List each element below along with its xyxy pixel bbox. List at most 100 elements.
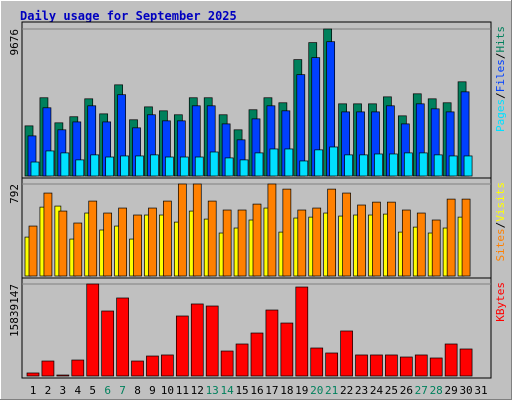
x-tick-label: 15	[235, 384, 248, 397]
bar	[374, 153, 383, 177]
bar	[340, 330, 353, 377]
bar	[235, 343, 249, 377]
bar	[252, 203, 262, 277]
bar	[446, 198, 456, 277]
bar	[88, 200, 98, 277]
x-tick-label: 4	[74, 384, 81, 397]
x-tick-label: 28	[430, 384, 443, 397]
x-tick-label: 29	[445, 384, 458, 397]
bar	[120, 155, 129, 177]
x-tick-label: 7	[119, 384, 126, 397]
x-tick-label: 31	[474, 384, 487, 397]
x-tick-label: 5	[89, 384, 96, 397]
bar	[41, 360, 55, 377]
x-tick-label: 26	[400, 384, 413, 397]
x-tick-label: 8	[134, 384, 141, 397]
chart-title: Daily usage for September 2025	[20, 9, 237, 23]
bar	[327, 188, 337, 277]
bar	[60, 152, 70, 177]
bar	[463, 155, 473, 177]
bar	[192, 183, 202, 277]
bar	[207, 200, 217, 277]
bar	[239, 159, 249, 177]
bar	[237, 209, 247, 277]
x-tick-label: 20	[310, 384, 323, 397]
legend: Pages/Files/Hits	[494, 26, 507, 132]
bar	[310, 347, 324, 377]
bar	[194, 156, 204, 177]
bar	[314, 149, 324, 177]
bar	[250, 332, 264, 377]
bar	[342, 192, 351, 277]
bar	[165, 156, 174, 177]
legend-separator: /	[494, 222, 507, 229]
bar	[459, 348, 473, 377]
bar	[280, 322, 294, 377]
bar	[359, 154, 368, 177]
bar	[403, 152, 413, 177]
bar	[401, 209, 411, 277]
bar	[433, 154, 443, 177]
bar	[414, 354, 428, 377]
bar	[73, 222, 83, 277]
bar	[431, 219, 441, 277]
x-tick-label: 23	[355, 384, 368, 397]
bar	[146, 355, 159, 377]
legend-entry: KBytes	[494, 282, 507, 322]
bar	[133, 214, 142, 277]
bar	[220, 350, 234, 377]
bar	[224, 157, 234, 177]
bar	[43, 192, 53, 277]
bar	[444, 343, 458, 377]
bar	[179, 156, 189, 177]
bar	[28, 225, 38, 277]
bar	[101, 310, 115, 377]
bar	[131, 360, 144, 377]
bar	[295, 286, 309, 377]
bar	[267, 183, 277, 277]
x-tick-label: 13	[206, 384, 219, 397]
x-tick-label: 12	[191, 384, 204, 397]
bar	[325, 352, 339, 377]
bar	[297, 209, 307, 277]
bar	[161, 354, 174, 377]
bar	[329, 146, 339, 177]
bar	[86, 283, 100, 377]
bar	[175, 315, 189, 377]
bar	[71, 359, 85, 377]
x-tick-label: 22	[340, 384, 353, 397]
bar	[429, 357, 443, 377]
y-tick-label: 15839147	[8, 284, 21, 337]
bar	[385, 354, 398, 377]
bar	[222, 209, 232, 277]
bar	[150, 154, 159, 177]
bar	[105, 156, 115, 177]
bar	[205, 305, 219, 377]
bar	[355, 354, 368, 377]
bar	[209, 151, 219, 177]
x-tick-label: 24	[370, 384, 384, 397]
x-tick-label: 30	[459, 384, 472, 397]
bar	[26, 372, 40, 377]
bar	[461, 198, 471, 277]
legend-entry: Files	[494, 59, 507, 92]
bar	[416, 212, 426, 277]
x-tick-label: 25	[385, 384, 398, 397]
legend: KBytes	[494, 282, 507, 322]
x-tick-label: 18	[280, 384, 293, 397]
bar	[116, 297, 129, 377]
legend-entry: Hits	[494, 26, 507, 53]
x-tick-label: 11	[176, 384, 189, 397]
bar	[344, 154, 353, 177]
bar	[387, 201, 396, 277]
legend-separator: /	[494, 92, 507, 99]
x-tick-label: 19	[295, 384, 308, 397]
legend-entry: Pages	[494, 99, 507, 132]
bar	[177, 183, 187, 277]
bar	[190, 303, 204, 377]
y-tick-label: 9676	[8, 29, 21, 56]
bar	[30, 161, 40, 177]
x-tick-label: 14	[221, 384, 235, 397]
x-tick-label: 16	[250, 384, 263, 397]
